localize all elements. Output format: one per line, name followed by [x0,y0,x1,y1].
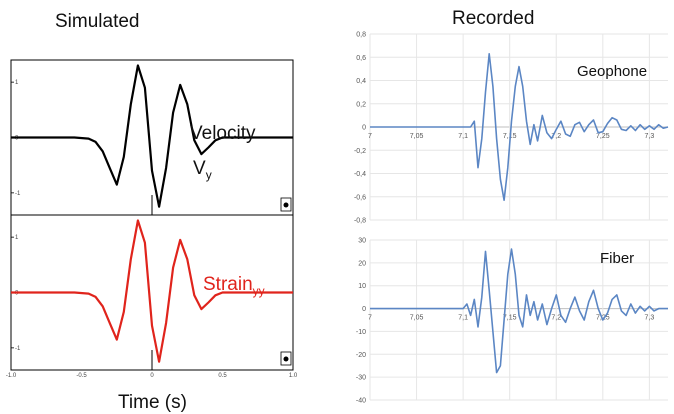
strain-x-tick-label: 0 [150,373,154,379]
strain-series-line [11,219,293,363]
geophone-x-tick-label: 7,1 [458,133,468,140]
geophone-x-tick-label: 7,05 [410,133,424,140]
geophone-x-tick-label: 7 [368,133,372,140]
velocity-series-line [11,64,293,208]
geophone-y-tick-label: -0,2 [354,148,366,155]
geophone-y-tick-label: 0,8 [356,32,366,39]
geophone-label: Geophone [577,63,647,80]
recorded-geophone-chart: 0,80,60,40,20-0,2-0,4-0,6-0,87 7,05 7,1 7,1… [354,32,669,225]
geophone-x-tick-label: 7,25 [596,133,610,140]
strain-x-tick-label: 0.5 [218,373,227,379]
geophone-y-tick-label: -0,4 [354,171,366,178]
geophone-x-tick-label: 7,3 [645,133,655,140]
geophone-y-tick-label: 0,2 [356,101,366,108]
strain-inset-mark [283,356,289,362]
fiber-x-tick-label: 7,05 [410,315,424,322]
velocity-y-tick-label: 1 [15,80,19,86]
geophone-y-tick-label: -0,6 [354,194,366,201]
velocity-symbol: Vy [193,158,212,182]
fiber-y-tick-label: 10 [358,283,366,290]
velocity-inset-mark [283,202,289,208]
fiber-y-tick-label: -40 [356,398,366,405]
geophone-x-tick-label: 7,2 [551,133,561,140]
fiber-y-tick-label: 0 [362,306,366,313]
strain-x-tick-label: 1.0 [289,373,298,379]
fiber-series-line [370,248,668,374]
recorded-title: Recorded [452,8,534,29]
strain-x-tick-label: -1.0 [6,373,17,379]
strain-y-tick-label: 1 [15,235,19,241]
geophone-y-tick-label: 0,4 [356,78,366,85]
fiber-x-tick-label: 7,15 [503,315,517,322]
fiber-label: Fiber [600,250,634,267]
strain-y-tick-label: -1 [15,346,21,352]
time-axis-label: Time (s) [118,392,187,413]
fiber-x-tick-label: 7,3 [645,315,655,322]
geophone-series-line [370,53,669,201]
velocity-label: Velocity [190,123,256,144]
fiber-y-tick-label: -20 [356,352,366,359]
geophone-y-tick-label: 0,6 [356,55,366,62]
fiber-x-tick-label: 7,2 [551,315,561,322]
strain-label: Strainyy [203,274,265,298]
strain-x-tick-label: -0.5 [76,373,87,379]
fiber-x-tick-label: 7 [368,315,372,322]
fiber-y-tick-label: 30 [358,238,366,245]
geophone-y-tick-label: -0,8 [354,218,366,225]
simulated-title: Simulated [55,11,140,32]
fiber-y-tick-label: -30 [356,375,366,382]
geophone-y-tick-label: 0 [362,125,366,132]
fiber-y-tick-label: 20 [358,260,366,267]
fiber-y-tick-label: -10 [356,329,366,336]
velocity-y-tick-label: -1 [15,191,21,197]
simulated-strain-chart: 10-1-1.0 -0.5 0 0.5 1.0 [6,214,298,379]
fiber-x-tick-label: 7,1 [458,315,468,322]
